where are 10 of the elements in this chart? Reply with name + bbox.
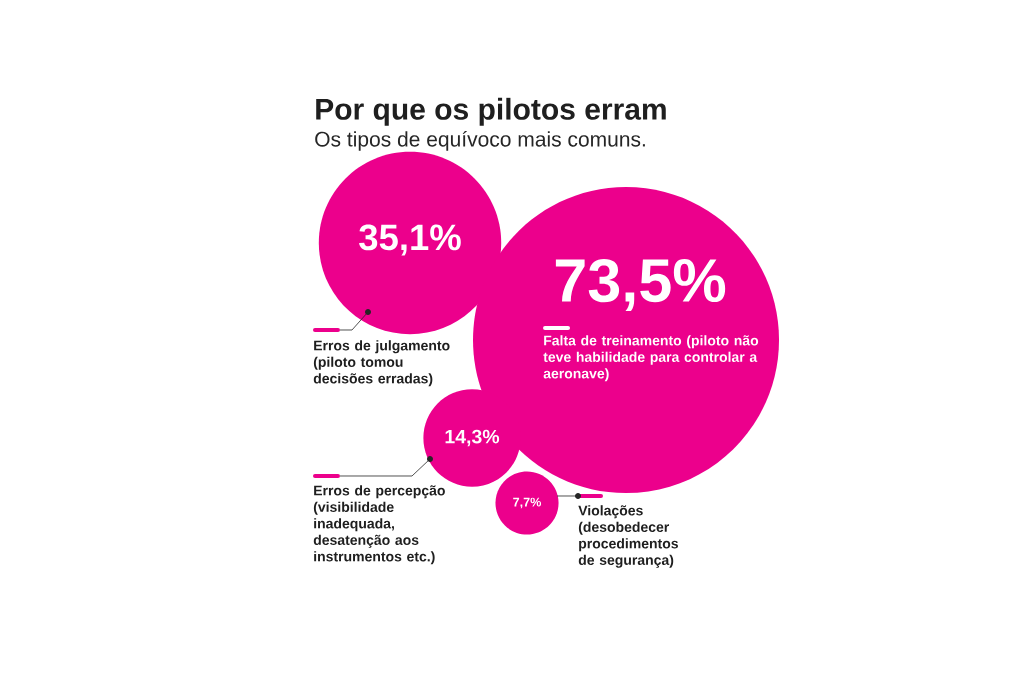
text: Por que os pilotos erram xyxy=(316,97,666,126)
category-label: Falta de treinamento (piloto não teve habilidade para controlar a aeronave) xyxy=(543,335,759,382)
text: Os tipos de equívoco mais comuns. xyxy=(315,130,645,151)
category-label: Violações (desobedecer procedimentos de segurança) xyxy=(578,505,678,568)
category-label: Erros de julgamento (piloto tomou decisões erradas) xyxy=(313,340,450,387)
data-label: 73,5% xyxy=(555,258,726,312)
data-label: 14,3% xyxy=(445,429,500,447)
category-label: Erros de percepção (visibilidade inadequada, desatenção aos instrumentos etc.) xyxy=(313,485,445,565)
data-label: 7,7% xyxy=(513,497,542,509)
data-label: 35,1% xyxy=(359,224,461,256)
